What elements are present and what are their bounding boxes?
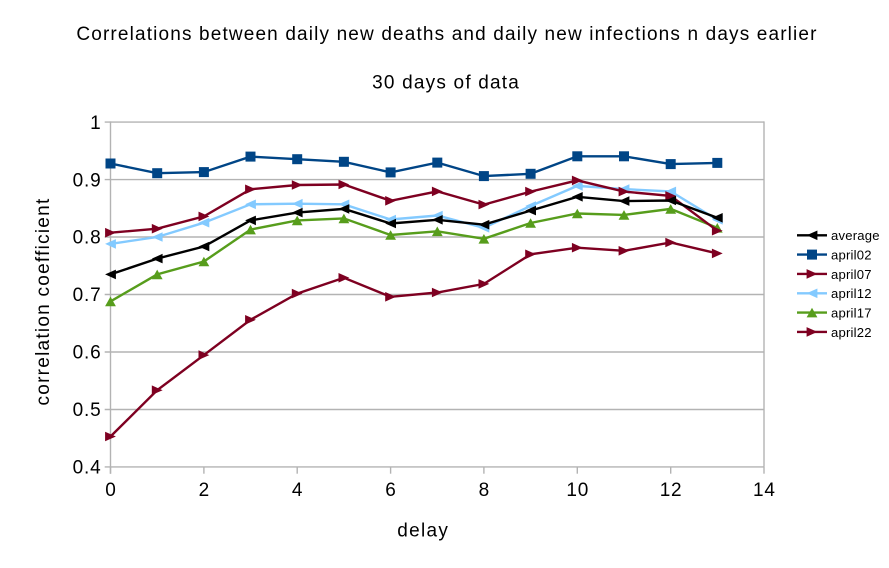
svg-text:april07: april07 — [831, 267, 872, 282]
svg-text:0.5: 0.5 — [73, 400, 102, 421]
svg-text:0.4: 0.4 — [73, 458, 102, 479]
svg-text:0.6: 0.6 — [73, 343, 102, 364]
svg-text:0.9: 0.9 — [73, 170, 102, 191]
svg-text:april22: april22 — [831, 325, 872, 340]
svg-text:0.8: 0.8 — [73, 228, 102, 249]
svg-text:april17: april17 — [831, 305, 872, 320]
svg-text:12: 12 — [660, 480, 683, 501]
svg-text:delay: delay — [397, 521, 449, 542]
svg-text:Correlations between daily new: Correlations between daily new deaths an… — [76, 24, 817, 45]
svg-text:14: 14 — [753, 480, 776, 501]
svg-text:april12: april12 — [831, 286, 872, 301]
svg-text:2: 2 — [199, 480, 210, 501]
svg-text:30 days of data: 30 days of data — [372, 72, 520, 93]
svg-text:0.7: 0.7 — [73, 285, 102, 306]
svg-text:4: 4 — [292, 480, 303, 501]
svg-text:6: 6 — [385, 480, 396, 501]
svg-text:average: average — [831, 228, 880, 243]
svg-text:correlation coefficient: correlation coefficient — [33, 198, 54, 406]
svg-text:8: 8 — [479, 480, 490, 501]
svg-text:10: 10 — [566, 480, 589, 501]
svg-text:0: 0 — [105, 480, 116, 501]
svg-text:april02: april02 — [831, 248, 872, 263]
svg-text:1: 1 — [90, 113, 101, 134]
